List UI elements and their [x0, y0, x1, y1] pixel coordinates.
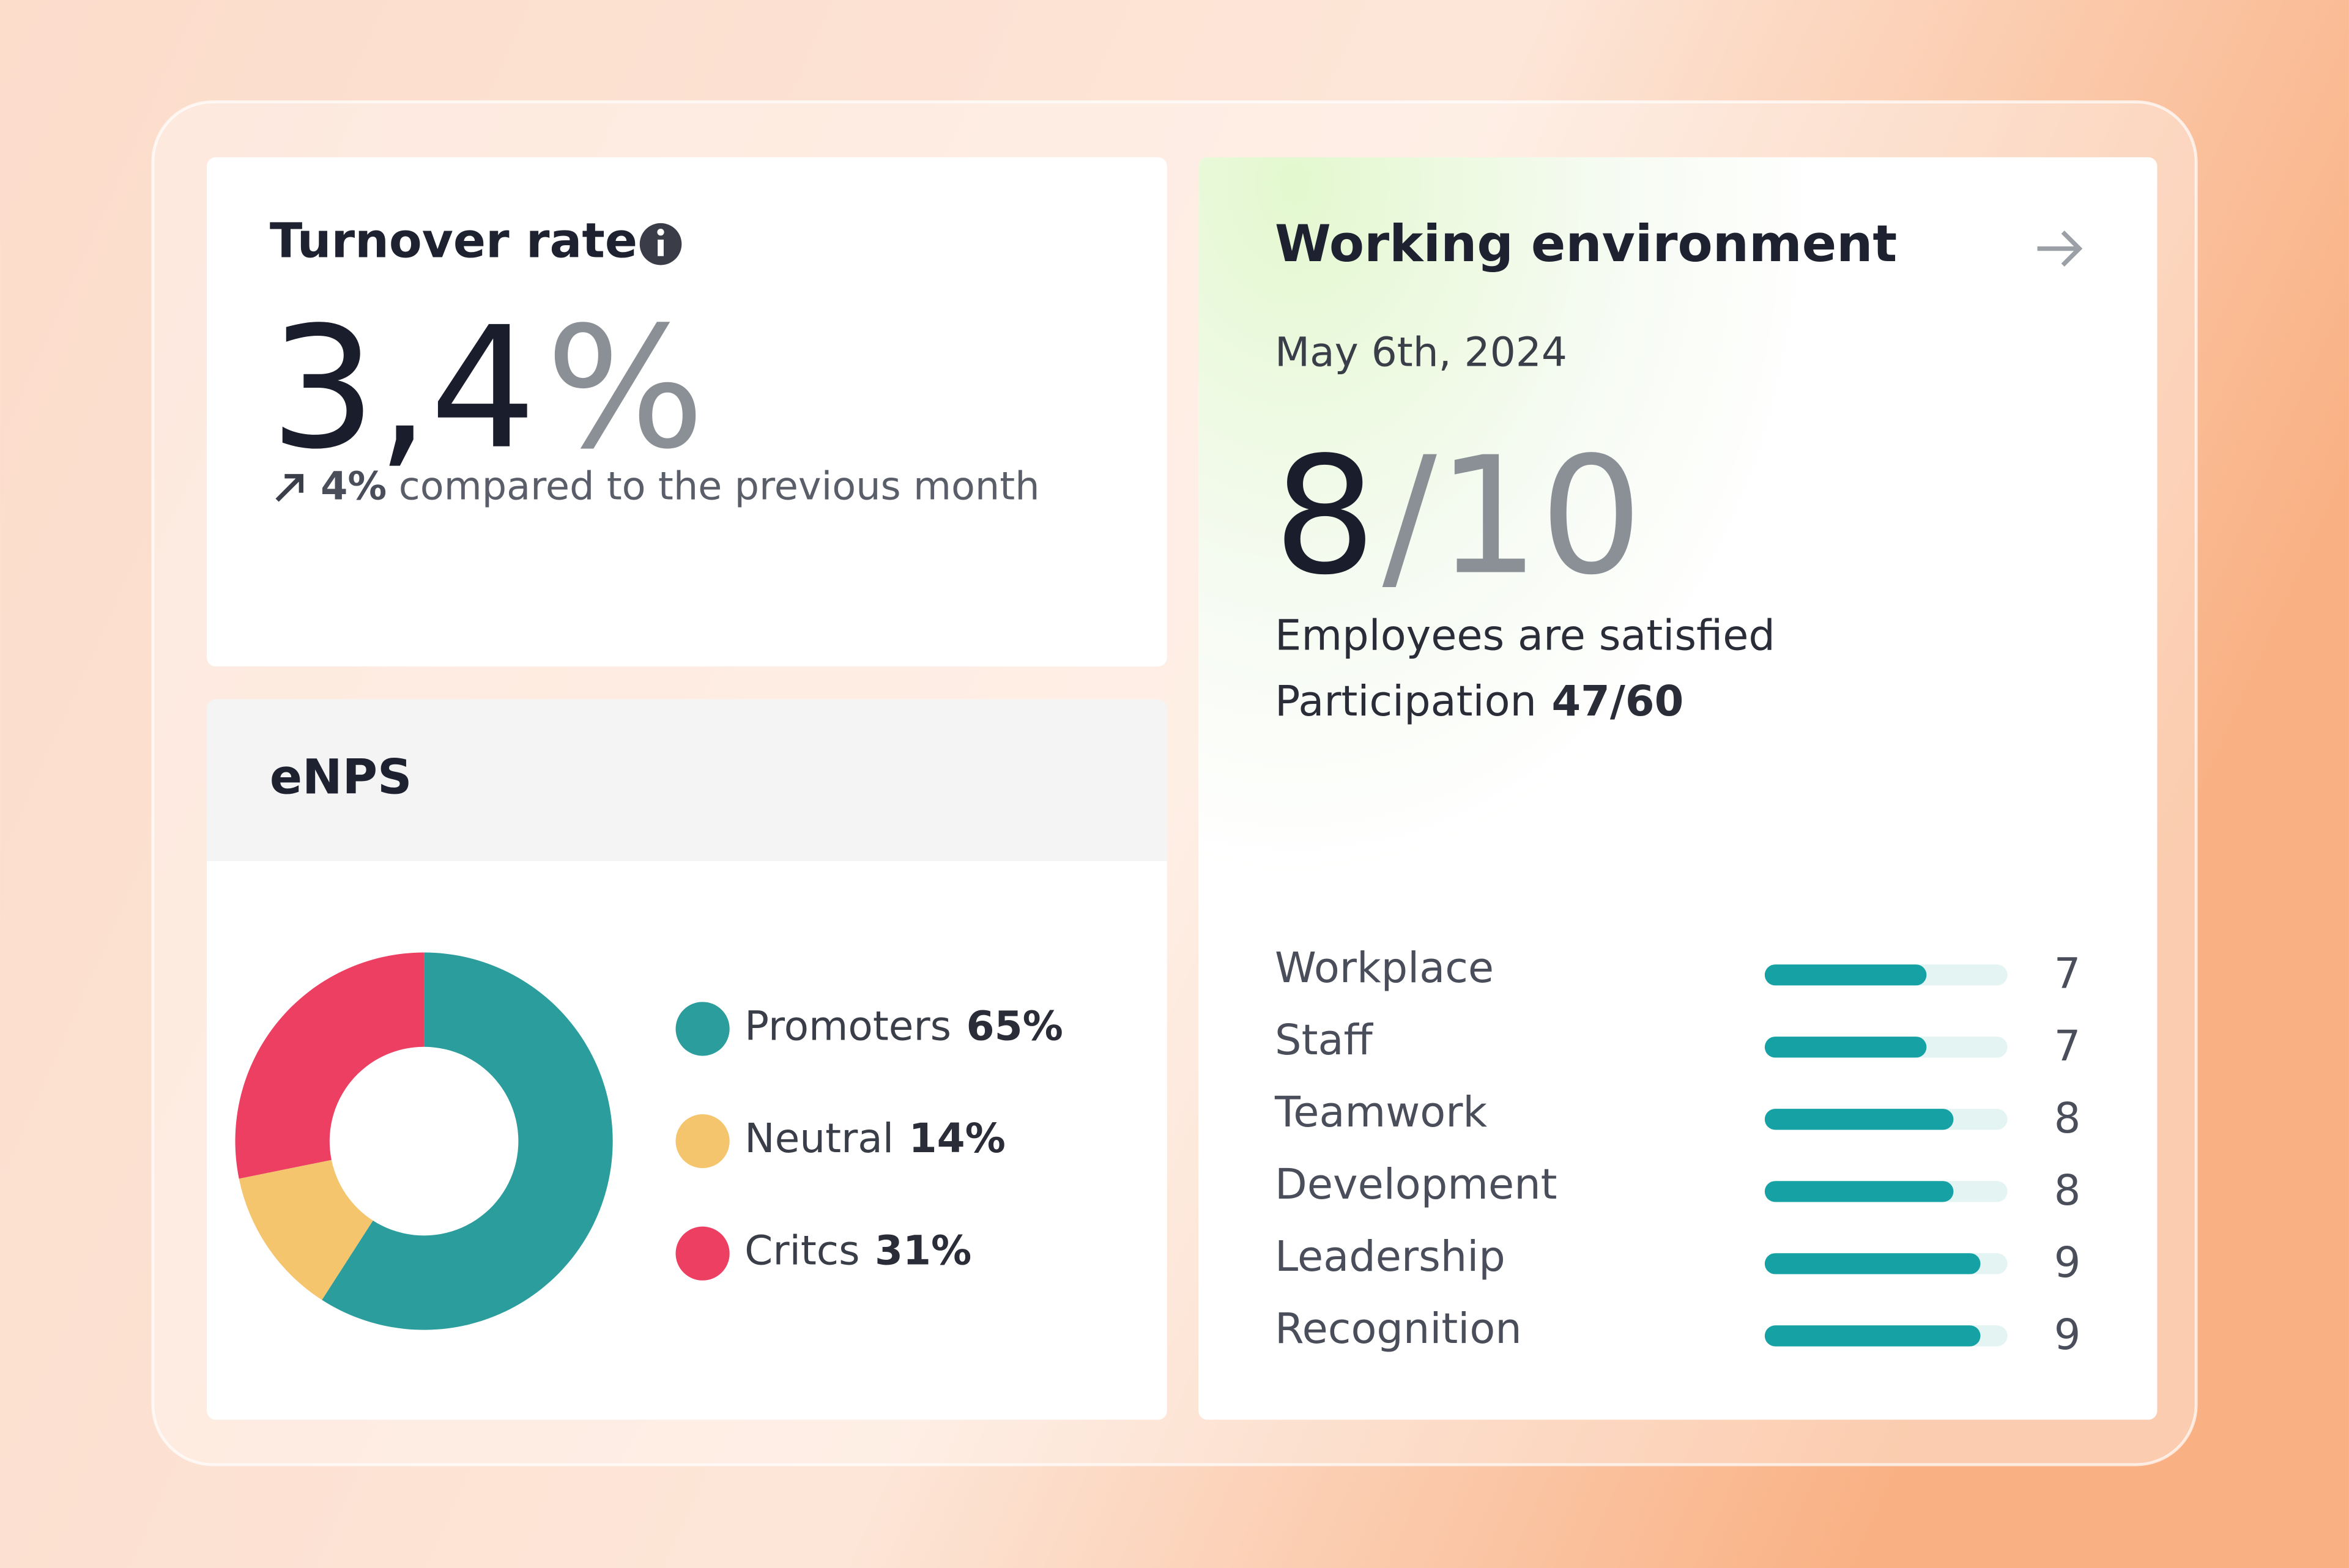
info-icon-dot: [657, 228, 664, 236]
legend-value: 65%: [967, 1002, 1063, 1049]
legend-entry: Neutral 14%: [744, 1115, 1006, 1162]
card-title: eNPS: [270, 749, 412, 805]
legend-swatch: [675, 1002, 730, 1056]
bar: [1764, 1109, 1954, 1130]
turnover-card: [207, 157, 1167, 667]
legend-swatch: [675, 1114, 730, 1169]
score-value: 8: [1274, 423, 1376, 610]
card-title: Turnover rate: [270, 213, 637, 269]
legend-value: 14%: [909, 1115, 1006, 1162]
bar-chart: Workplace 7 Staff 7 Teamwork 8 Development 8 Lea…: [1274, 944, 2080, 1359]
legend-entry: Promoters 65%: [744, 1002, 1063, 1049]
participation: Participation 47/60: [1275, 677, 1683, 726]
change: 4% compared to the previous month: [321, 464, 1039, 509]
open-arrow[interactable]: [2037, 230, 2083, 267]
bar: [1764, 1325, 1981, 1347]
bar-value: 8: [2054, 1166, 2081, 1215]
bar-value: 7: [2054, 1022, 2081, 1071]
bar-label: Staff: [1275, 1016, 1373, 1065]
donut-slice: [322, 952, 613, 1330]
bar-value: 8: [2054, 1094, 2081, 1143]
legend-name: Neutral: [744, 1115, 894, 1162]
bar-label: Recognition: [1275, 1304, 1522, 1353]
summary: Employees are satisfied: [1275, 611, 1775, 660]
legend-value: 31%: [875, 1227, 971, 1274]
bar-value: 9: [2054, 1238, 2081, 1287]
participation-label: Participation: [1275, 677, 1537, 726]
score: 8/10: [1274, 423, 1643, 610]
bar-label: Leadership: [1275, 1232, 1505, 1281]
participation-value: 47/60: [1551, 677, 1683, 726]
bar-value: 7: [2054, 950, 2081, 999]
score-max: /10: [1382, 423, 1643, 610]
legend-swatch: [675, 1226, 730, 1281]
date: May 6th, 2024: [1275, 328, 1567, 375]
bar: [1764, 1037, 1927, 1058]
legend-name: Promoters: [744, 1002, 951, 1049]
card-title: Working environment: [1275, 214, 1897, 273]
bar-label: Teamwork: [1274, 1088, 1487, 1137]
bar: [1764, 1181, 1954, 1202]
kpi-unit: %: [546, 290, 705, 486]
enps-header: [207, 699, 1167, 862]
bar-label: Development: [1275, 1160, 1557, 1209]
environment-card: [1198, 157, 2158, 1420]
kpi-value: 3,4: [270, 290, 536, 486]
legend: Promoters 65% Neutral 14% Critcs 31%: [675, 1002, 1063, 1281]
bar-value: 9: [2054, 1311, 2081, 1359]
legend-name: Critcs: [744, 1227, 859, 1274]
bar: [1764, 964, 1927, 986]
bar: [1764, 1253, 1981, 1274]
change-value: 4%: [321, 464, 387, 509]
bar-label: Workplace: [1275, 944, 1494, 993]
donut-slice: [235, 952, 425, 1179]
trend-arrow: [275, 474, 303, 502]
legend-entry: Critcs 31%: [744, 1227, 971, 1274]
kpi: 3,4%: [270, 290, 705, 486]
info-icon-glyph: [658, 239, 664, 256]
donut: [235, 952, 613, 1330]
change-text: compared to the previous month: [399, 464, 1040, 509]
donut-slice: [239, 1159, 373, 1300]
